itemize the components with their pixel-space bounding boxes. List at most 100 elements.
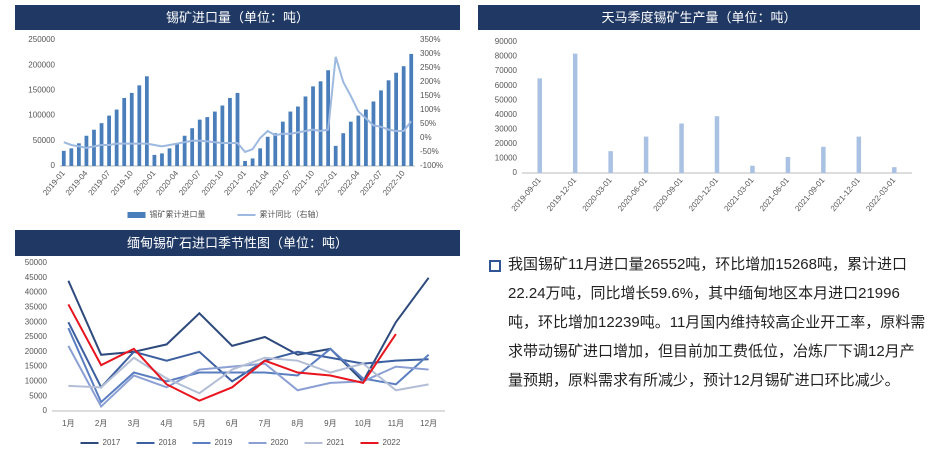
bar (92, 129, 96, 166)
x-tick-label: 2021-09-01 (793, 175, 827, 213)
x-tick-label: 4月 (160, 419, 172, 428)
bar (114, 109, 119, 166)
x-tick-label: 2019-01 (41, 168, 67, 197)
legend-swatch (127, 212, 146, 218)
bar (714, 116, 720, 173)
y-tick-label: 0 (513, 168, 518, 177)
legend-label: 2022 (383, 438, 401, 447)
y-tick-label: 5000 (29, 391, 47, 400)
bar (643, 136, 649, 173)
legend-label: 2020 (271, 438, 289, 447)
x-tick-label: 2019-04 (64, 168, 90, 197)
x-tick-label: 2021-01 (222, 168, 248, 197)
y-tick-label: 10000 (495, 154, 518, 163)
chart-header (15, 230, 460, 256)
y2-tick-label: 200% (420, 77, 440, 86)
y-tick-label: 15000 (25, 362, 48, 371)
bar (537, 78, 542, 173)
bar (318, 81, 323, 166)
line (67, 321, 429, 390)
x-tick-label: 2019-09-01 (510, 175, 544, 213)
x-tick-label: 2019-10 (109, 168, 135, 197)
bar (821, 146, 826, 173)
bar (250, 158, 255, 166)
bar (69, 148, 74, 166)
y-tick-label: 150000 (28, 86, 55, 95)
x-tick-label: 2020-03-01 (581, 175, 615, 213)
bar (160, 153, 164, 166)
chart-title: 天马季度锡矿生产量（单位：吨） (601, 10, 796, 25)
bar (212, 111, 217, 166)
x-tick-label: 2022-04 (336, 168, 362, 197)
x-tick-label: 10月 (355, 419, 372, 428)
y-tick-label: 40000 (495, 110, 518, 119)
x-tick-label: 9月 (324, 419, 336, 428)
line (63, 56, 413, 154)
x-tick-label: 5月 (193, 419, 205, 428)
bar (326, 70, 331, 166)
bar (288, 111, 293, 166)
bar (76, 143, 81, 166)
bar (750, 165, 755, 173)
x-tick-label: 2020-06-01 (616, 175, 650, 213)
y-tick-label: 10000 (25, 377, 48, 386)
chart-header (478, 5, 920, 30)
y2-tick-label: 300% (420, 49, 440, 58)
y-tick-label: 45000 (25, 273, 48, 282)
x-tick-label: 2020-01 (132, 168, 158, 197)
bar (144, 76, 149, 166)
bar (228, 97, 232, 166)
bar (311, 86, 315, 166)
bar (348, 121, 353, 166)
bar (572, 53, 578, 174)
bar (371, 101, 376, 166)
bar (608, 151, 613, 173)
x-tick-label: 2022-01 (313, 168, 339, 197)
x-tick-label: 2021-12-01 (829, 175, 863, 213)
note-text: 我国锡矿11月进口量26552吨，环比增加15268吨，累计进口22.24万吨，… (508, 256, 926, 389)
y-tick-label: 70000 (495, 66, 518, 75)
bar (386, 80, 391, 166)
bar (122, 97, 127, 166)
y-tick-label: 20000 (25, 347, 48, 356)
legend-label: 2018 (159, 438, 177, 447)
legend-label: 2019 (215, 438, 233, 447)
bar (235, 92, 240, 166)
x-tick-label: 2020-07 (177, 168, 203, 197)
bar (679, 123, 684, 173)
y-tick-label: 50000 (25, 258, 48, 267)
bar (167, 148, 172, 166)
bar (243, 160, 247, 166)
y-tick-label: 60000 (495, 81, 518, 90)
line (67, 345, 429, 409)
x-tick-label: 8月 (291, 419, 303, 428)
y-tick-label: 90000 (495, 37, 518, 46)
note: 我国锡矿11月进口量26552吨，环比增加15268吨，累计进口22.24万吨，… (487, 250, 927, 395)
chart-header (15, 5, 460, 30)
y2-tick-label: 350% (420, 35, 440, 44)
x-tick-label: 2021-04 (245, 168, 271, 197)
x-tick-label: 2020-10 (200, 168, 226, 197)
bar (356, 115, 361, 166)
bar (856, 136, 862, 173)
legend-label: 2021 (327, 438, 345, 447)
bar (61, 150, 66, 166)
bar (84, 135, 89, 166)
bar (190, 128, 195, 166)
x-tick-label: 1月 (62, 419, 74, 428)
x-tick-label: 12月 (420, 419, 437, 428)
bar (341, 133, 346, 166)
y2-tick-label: -50% (420, 147, 439, 156)
chart-title: 锡矿进口量（单位：吨） (166, 10, 309, 25)
x-tick-label: 3月 (128, 419, 140, 428)
x-tick-label: 2019-12-01 (545, 175, 579, 213)
y-tick-label: 30000 (495, 124, 518, 133)
x-tick-label: 2022-03-01 (864, 175, 898, 213)
y-tick-label: 250000 (28, 35, 55, 44)
y-tick-label: 20000 (495, 139, 518, 148)
x-tick-label: 2020-04 (154, 168, 180, 197)
x-tick-label: 7月 (259, 419, 271, 428)
x-tick-label: 2020-09-01 (651, 175, 685, 213)
line (67, 303, 397, 402)
y-tick-label: 200000 (28, 60, 55, 69)
